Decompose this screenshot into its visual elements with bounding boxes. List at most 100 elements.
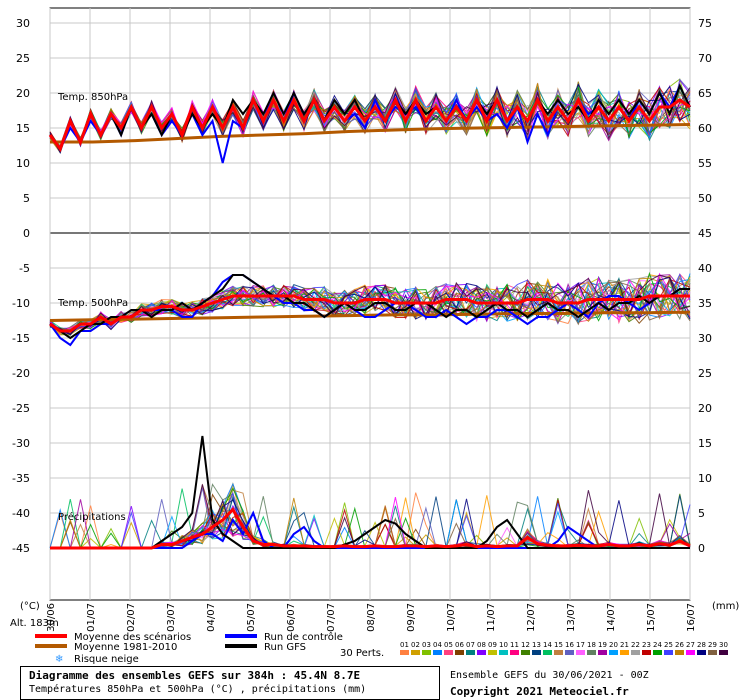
y-tick-right: 10	[698, 472, 712, 485]
altitude-label: Alt. 183m	[10, 618, 59, 629]
x-tick-label: 08/07	[366, 603, 377, 632]
x-tick-label: 16/07	[686, 603, 697, 632]
x-tick-label: 10/07	[446, 603, 457, 632]
y-tick-right: 55	[698, 157, 712, 170]
pert-swatch-16	[565, 650, 574, 655]
pert-swatch-01	[400, 650, 409, 655]
series-3-t500-line	[49, 274, 690, 340]
pert-number-28: 28	[697, 641, 706, 649]
pert-number-11: 11	[510, 641, 519, 649]
y-tick-left: -20	[12, 367, 30, 380]
pert-number-05: 05	[444, 641, 453, 649]
pert-number-30: 30	[719, 641, 728, 649]
y-tick-right: 30	[698, 332, 712, 345]
pert-number-07: 07	[466, 641, 475, 649]
pert-swatch-05	[444, 650, 453, 655]
panel-label-precip: Précipitations	[58, 511, 126, 523]
pert-swatch-18	[587, 650, 596, 655]
pert-number-24: 24	[653, 641, 662, 649]
y-tick-right: 70	[698, 52, 712, 65]
pert-swatch-21	[620, 650, 629, 655]
pert-swatch-11	[510, 650, 519, 655]
pert-number-12: 12	[521, 641, 530, 649]
pert-swatch-12	[521, 650, 530, 655]
pert-swatch-10	[499, 650, 508, 655]
legend-label-1: Moyenne 1981-2010	[74, 642, 177, 653]
pert-number-02: 02	[411, 641, 420, 649]
pert-number-03: 03	[422, 641, 431, 649]
copyright-label: Copyright 2021 Meteociel.fr	[450, 685, 629, 698]
pert-swatch-03	[422, 650, 431, 655]
legend-label-0: Moyenne des scénarios	[74, 631, 191, 643]
y-tick-left: 20	[16, 87, 30, 100]
y-tick-right: 40	[698, 262, 712, 275]
pert-number-25: 25	[664, 641, 673, 649]
main-series-lines	[48, 83, 691, 550]
y-tick-right: 0	[698, 542, 705, 555]
x-tick-label: 05/07	[246, 603, 257, 632]
y-tick-right: 25	[698, 367, 712, 380]
y-tick-right: 60	[698, 122, 712, 135]
y-tick-left: -10	[12, 297, 30, 310]
pert-swatch-30	[719, 650, 728, 655]
pert-number-09: 09	[488, 641, 497, 649]
y-tick-right: 35	[698, 297, 712, 310]
pert-number-06: 06	[455, 641, 464, 649]
pert-swatch-07	[466, 650, 475, 655]
pert-swatch-24	[653, 650, 662, 655]
pert-26-t500-line	[49, 274, 691, 333]
pert-swatch-22	[631, 650, 640, 655]
pert-number-01: 01	[400, 641, 409, 649]
y-tick-left: -40	[12, 507, 30, 520]
left-axis-unit: (°C)	[20, 601, 40, 612]
pert-swatch-04	[433, 650, 442, 655]
legend-perts-label: 30 Perts.	[340, 648, 384, 659]
pert-swatch-08	[477, 650, 486, 655]
x-tick-label: 01/07	[86, 603, 97, 632]
y-tick-left: -5	[19, 262, 30, 275]
pert-number-10: 10	[499, 641, 508, 649]
y-tick-left: -35	[12, 472, 30, 485]
series-2-precip-line	[50, 510, 690, 549]
pert-swatch-15	[554, 650, 563, 655]
x-tick-label: 06/07	[286, 603, 297, 632]
y-tick-left: -45	[12, 542, 30, 555]
pert-swatch-25	[664, 650, 673, 655]
ensemble-run-label: Ensemble GEFS du 30/06/2021 - 00Z	[450, 670, 649, 681]
legend-label-2: Run de contrôle	[264, 631, 343, 643]
x-tick-label: 11/07	[486, 603, 497, 632]
y-tick-left: -15	[12, 332, 30, 345]
y-tick-left: 30	[16, 17, 30, 30]
y-tick-right: 15	[698, 437, 712, 450]
legend-label-3: Run GFS	[264, 642, 306, 653]
pert-swatch-06	[455, 650, 464, 655]
pert-number-20: 20	[609, 641, 618, 649]
pert-number-21: 21	[620, 641, 629, 649]
footer-box: Diagramme des ensembles GEFS sur 384h : …	[20, 666, 440, 700]
pert-swatch-28	[697, 650, 706, 655]
pert-number-22: 22	[631, 641, 640, 649]
x-tick-label: 13/07	[566, 603, 577, 632]
panel-label-t500: Temp. 500hPa	[57, 298, 128, 309]
pert-number-04: 04	[433, 641, 442, 649]
x-tick-label: 04/07	[206, 603, 217, 632]
pert-number-26: 26	[675, 641, 684, 649]
pert-swatch-23	[642, 650, 651, 655]
pert-swatch-14	[543, 650, 552, 655]
chart-title: Diagramme des ensembles GEFS sur 384h : …	[29, 669, 361, 682]
y-tick-left: 25	[16, 52, 30, 65]
pert-number-16: 16	[565, 641, 574, 649]
snowflake-icon: ❄	[55, 654, 63, 665]
y-tick-left: 5	[23, 192, 30, 205]
pert-swatch-26	[675, 650, 684, 655]
x-tick-label: 07/07	[326, 603, 337, 632]
pert-number-13: 13	[532, 641, 541, 649]
pert-number-17: 17	[576, 641, 585, 649]
x-tick-label: 03/07	[166, 603, 177, 632]
pert-swatch-02	[411, 650, 420, 655]
right-axis-unit: (mm)	[712, 601, 739, 612]
x-tick-label: 14/07	[606, 603, 617, 632]
x-tick-label: 02/07	[126, 603, 137, 632]
